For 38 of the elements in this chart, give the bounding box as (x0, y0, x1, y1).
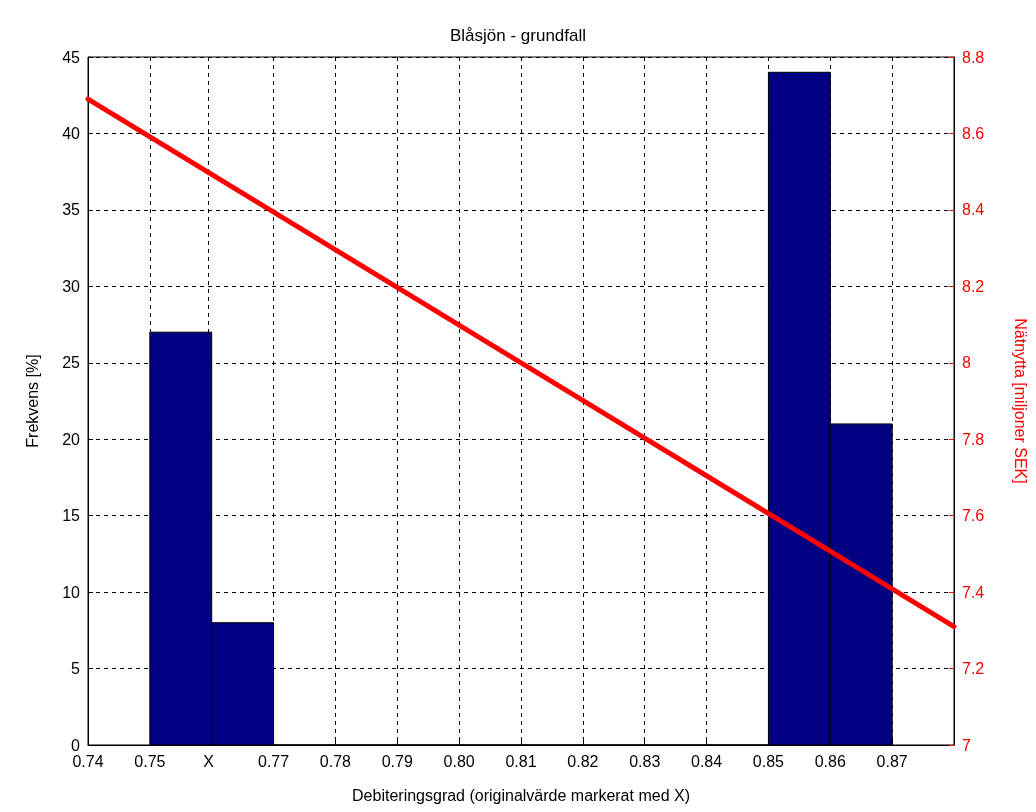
chart-title: Blåsjön - grundfall (449, 26, 587, 45)
x-axis-title: Debiteringsgrad (originalvärde markerat med X) (352, 786, 690, 804)
y-tick-label: 30 (62, 277, 81, 295)
x-tick-label: 0.80 (443, 752, 475, 770)
y-tick-label: 0 (71, 736, 81, 754)
x-tick-label: 0.84 (691, 752, 723, 770)
y-tick-label: 25 (62, 354, 81, 372)
x-tick-label: 0.74 (72, 752, 104, 770)
y2-tick-label: 8.8 (962, 48, 985, 66)
y-tick-label: 45 (62, 48, 81, 66)
x-tick-label: 0.81 (505, 752, 537, 770)
x-tick-label: X (203, 752, 215, 770)
y2-tick-label: 8 (962, 354, 971, 372)
x-tick-label: 0.77 (258, 752, 290, 770)
y2-tick-label: 8.6 (962, 124, 985, 142)
y-tick-label: 5 (71, 660, 81, 678)
y-tick-label: 10 (62, 583, 81, 601)
x-tick-label: 0.78 (319, 752, 352, 770)
x-tick-label: 0.83 (629, 752, 661, 770)
y-tick-label: 35 (62, 201, 81, 219)
y-tick-label: 15 (62, 507, 81, 525)
y2-tick-label: 8.2 (962, 277, 985, 295)
y2-tick-label: 7.2 (962, 660, 985, 678)
y2-axis-title: Nätnytta [miljoner SEK] (1011, 318, 1029, 484)
y-tick-label: 20 (62, 430, 81, 448)
y2-tick-label: 7.8 (962, 430, 985, 448)
x-tick-label: 0.82 (567, 752, 599, 770)
y-tick-label: 40 (62, 124, 81, 142)
x-tick-label: 0.85 (752, 752, 785, 770)
x-tick-label: 0.87 (876, 752, 908, 770)
x-tick-label: 0.75 (134, 752, 166, 770)
y-axis-title: Frekvens [%] (23, 354, 41, 448)
y2-tick-label: 8.4 (962, 201, 985, 219)
y2-tick-label: 7 (962, 736, 971, 754)
y2-tick-label: 7.6 (962, 507, 985, 525)
x-tick-label: 0.86 (814, 752, 846, 770)
y2-tick-label: 7.4 (962, 583, 985, 601)
x-tick-label: 0.79 (381, 752, 413, 770)
